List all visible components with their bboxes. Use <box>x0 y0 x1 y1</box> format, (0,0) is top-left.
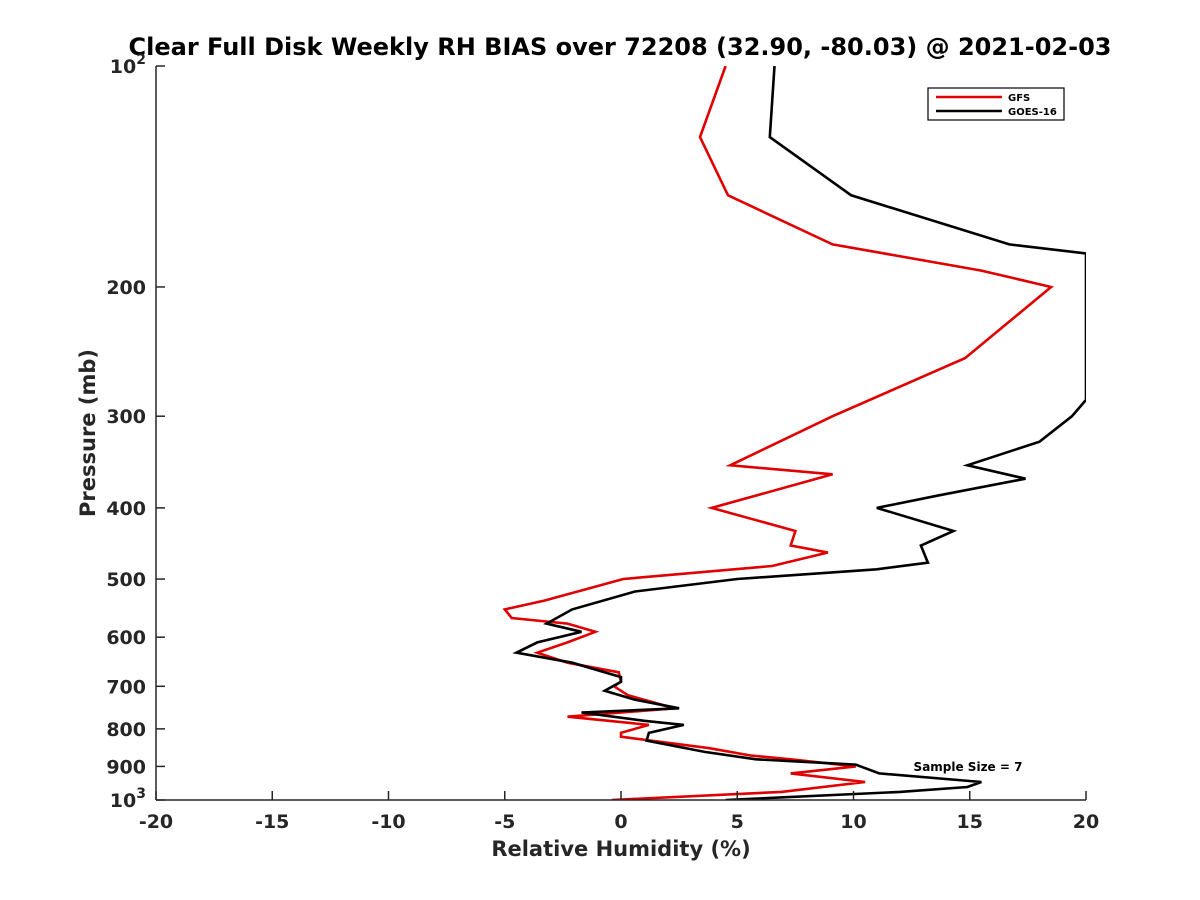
chart-title: Clear Full Disk Weekly RH BIAS over 7220… <box>129 33 1112 61</box>
y-tick-label: 400 <box>106 498 146 520</box>
y-tick-label: 600 <box>106 627 146 649</box>
series-line-gfs <box>502 66 1054 800</box>
legend: GFS GOES-16 <box>927 87 1065 121</box>
x-tick-label: 5 <box>731 811 744 833</box>
x-tick-label: -15 <box>255 811 289 833</box>
series-layer <box>502 66 1086 800</box>
series-line-goes-16 <box>512 66 1086 800</box>
y-tick-label: 103 <box>110 786 146 812</box>
x-tick-label: -5 <box>494 811 515 833</box>
x-tick-label: 0 <box>614 811 627 833</box>
x-axis-label: Relative Humidity (%) <box>491 837 750 861</box>
x-tick-label: 20 <box>1073 811 1099 833</box>
ticks-layer: -20 -15 -10 -5 0 5 10 15 20 102 200 300 400 500 600 700… <box>106 52 1099 833</box>
x-tick-label: 15 <box>957 811 983 833</box>
legend-box <box>927 87 1065 121</box>
x-tick-label: -10 <box>371 811 405 833</box>
x-tick-label: -20 <box>139 811 173 833</box>
y-tick-label: 900 <box>106 756 146 778</box>
y-tick-label: 700 <box>106 676 146 698</box>
x-tick-label: 10 <box>840 811 866 833</box>
y-tick-label: 200 <box>106 277 146 299</box>
y-tick-label: 102 <box>110 52 146 78</box>
y-axis-label: Pressure (mb) <box>76 349 100 517</box>
y-tick-label: 500 <box>106 569 146 591</box>
sample-size-annotation: Sample Size = 7 <box>914 760 1023 774</box>
legend-label-goes-16: GOES-16 <box>1008 107 1057 118</box>
y-tick-label: 800 <box>106 719 146 741</box>
legend-label-gfs: GFS <box>1008 93 1030 104</box>
y-tick-label: 300 <box>106 406 146 428</box>
